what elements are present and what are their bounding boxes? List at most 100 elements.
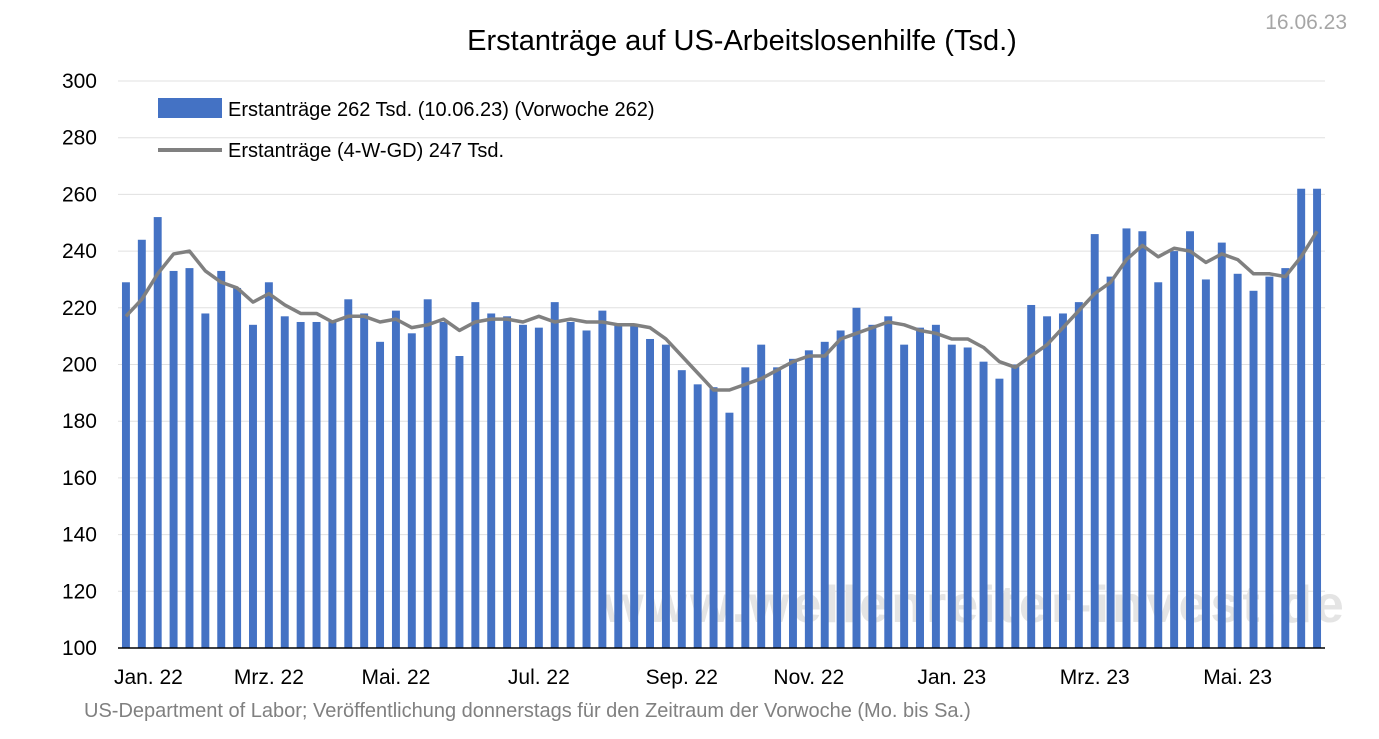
bar — [296, 321, 305, 648]
bar — [264, 282, 273, 648]
y-tick-label: 240 — [62, 240, 97, 263]
bar — [471, 302, 480, 648]
bar — [217, 270, 226, 648]
bar — [677, 370, 686, 648]
bar — [931, 324, 940, 648]
y-tick-label: 100 — [62, 637, 97, 660]
bar — [836, 330, 845, 648]
bar — [423, 299, 432, 648]
y-tick-label: 300 — [62, 70, 97, 93]
bar — [1011, 364, 1020, 648]
bar — [534, 327, 543, 648]
y-tick-label: 220 — [62, 297, 97, 320]
date-stamp: 16.06.23 — [1265, 11, 1347, 34]
x-tick-label: Mrz. 23 — [1060, 666, 1130, 689]
bar — [1154, 282, 1163, 648]
bar — [1297, 188, 1306, 649]
bar — [773, 367, 782, 648]
y-tick-label: 140 — [62, 524, 97, 547]
y-tick-label: 260 — [62, 183, 97, 206]
bar — [979, 361, 988, 648]
bar — [900, 344, 909, 648]
x-tick-label: Mai. 23 — [1203, 666, 1272, 689]
bar — [376, 341, 385, 648]
bar — [789, 358, 797, 648]
bar — [1138, 231, 1147, 648]
bar — [503, 316, 512, 648]
bar — [1281, 268, 1290, 648]
x-tick-label: Mrz. 22 — [234, 666, 304, 689]
bar — [312, 321, 321, 648]
bar — [1249, 290, 1258, 648]
bar — [661, 344, 670, 648]
bar — [137, 239, 146, 648]
bar — [153, 217, 162, 648]
bar — [1233, 273, 1242, 648]
bar — [201, 313, 210, 648]
bar — [1090, 234, 1099, 648]
bar — [1265, 276, 1274, 648]
bar — [963, 347, 972, 648]
x-axis-ticks: Jan. 22 Mrz. 22 Mai. 22 Jul. 22 Sep. 22 Nov. … — [114, 666, 1272, 689]
bar — [725, 412, 734, 648]
bar — [582, 330, 591, 648]
bar — [566, 321, 575, 648]
bar — [487, 313, 496, 648]
legend-bar-swatch — [158, 98, 222, 118]
bar — [185, 268, 194, 648]
legend: Erstanträge 262 Tsd. (10.06.23) (Vorwoch… — [158, 98, 655, 162]
x-tick-label: Jan. 22 — [114, 666, 183, 689]
bar — [868, 324, 877, 648]
bar — [852, 307, 861, 648]
bar — [820, 341, 829, 648]
source-note: US-Department of Labor; Veröffentlichung… — [84, 700, 971, 722]
bar — [121, 282, 130, 648]
bar-series — [121, 188, 1322, 649]
bar — [598, 310, 607, 648]
y-tick-label: 280 — [62, 127, 97, 150]
bar — [947, 344, 956, 648]
x-tick-label: Jan. 23 — [917, 666, 986, 689]
bar — [1122, 228, 1131, 649]
y-axis-ticks: 100 120 140 160 180 200 220 240 260 280 300 — [62, 70, 97, 660]
bar — [1058, 313, 1067, 648]
bar — [646, 338, 654, 648]
y-tick-label: 200 — [62, 354, 97, 377]
legend-bar-label: Erstanträge 262 Tsd. (10.06.23) (Vorwoch… — [228, 99, 655, 121]
bar — [328, 321, 337, 648]
bar — [995, 378, 1004, 648]
bar — [1106, 276, 1115, 648]
bar — [884, 316, 893, 648]
y-tick-label: 180 — [62, 410, 97, 433]
line-series — [124, 230, 1319, 392]
bar — [233, 287, 242, 648]
bar — [614, 324, 623, 648]
bar — [709, 387, 718, 648]
bar — [916, 327, 924, 648]
bar — [1201, 279, 1210, 648]
bar — [693, 384, 702, 648]
bar — [249, 324, 257, 648]
bar — [804, 350, 813, 648]
bar — [344, 299, 353, 648]
y-tick-label: 120 — [62, 580, 97, 603]
bar — [519, 324, 527, 648]
bar — [741, 367, 750, 648]
bar — [1043, 316, 1052, 648]
bar — [1217, 242, 1226, 648]
x-tick-label: Jul. 22 — [508, 666, 570, 689]
chart-title: Erstanträge auf US-Arbeitslosenhilfe (Ts… — [467, 25, 1017, 57]
x-tick-label: Nov. 22 — [773, 666, 844, 689]
bar — [169, 270, 178, 648]
x-tick-label: Sep. 22 — [646, 666, 718, 689]
bar — [455, 356, 464, 648]
bar — [1186, 231, 1194, 648]
bar — [280, 316, 289, 648]
bar — [757, 344, 766, 648]
moving-average-line — [124, 230, 1319, 392]
bar — [1313, 188, 1322, 649]
bar — [439, 321, 448, 648]
legend-line-label: Erstanträge (4-W-GD) 247 Tsd. — [228, 140, 504, 162]
bar — [1027, 304, 1036, 648]
